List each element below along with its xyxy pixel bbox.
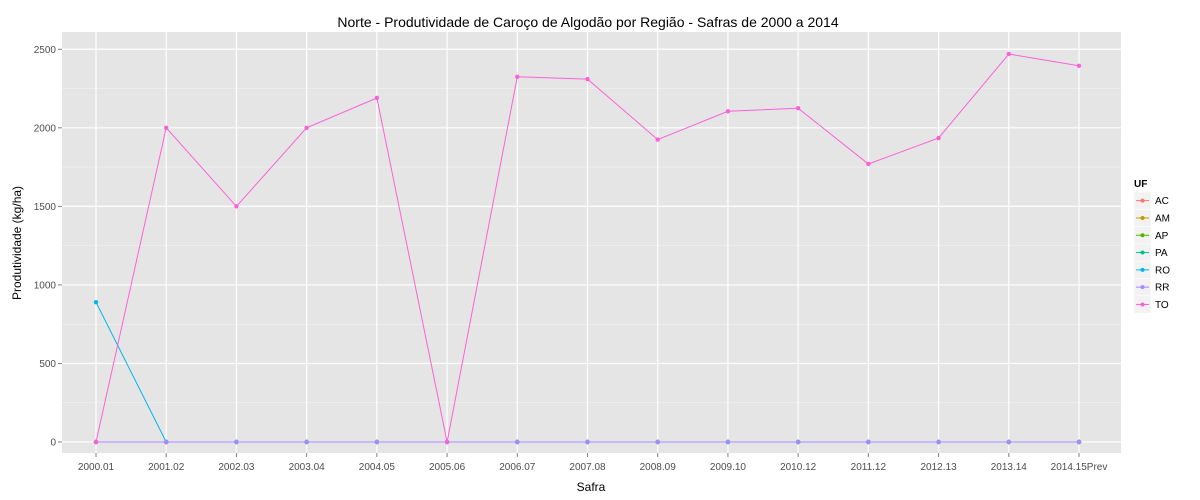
y-tick-label: 0 <box>50 438 56 449</box>
legend-key-point <box>1140 198 1145 203</box>
x-tick-label: 2003.04 <box>289 462 326 473</box>
data-point-to <box>444 439 450 445</box>
data-point-to <box>515 74 520 79</box>
series-group <box>93 51 1082 445</box>
data-point-rr <box>585 439 590 445</box>
x-tick-label: 2002.03 <box>218 462 255 473</box>
data-point-to <box>374 95 380 101</box>
legend-key-point <box>1140 233 1145 238</box>
data-point-to <box>795 105 801 111</box>
legend-key-point <box>1140 267 1145 272</box>
y-tick-label: 1500 <box>34 202 57 213</box>
data-point-to <box>1006 51 1011 57</box>
plot-panel <box>62 32 1121 453</box>
legend-label-am: AM <box>1155 213 1170 224</box>
x-tick-label: 2006.07 <box>499 462 536 473</box>
x-tick-label: 2005.06 <box>429 462 466 473</box>
legend-label-to: TO <box>1155 300 1169 311</box>
x-tick-label: 2013.14 <box>991 462 1028 473</box>
legend-key-point <box>1140 215 1145 220</box>
legend-label-rr: RR <box>1155 283 1169 294</box>
data-point-rr <box>936 439 941 445</box>
x-tick-label: 2009.10 <box>710 462 747 473</box>
data-point-rr <box>725 439 731 445</box>
data-point-rr <box>304 439 309 445</box>
data-point-rr <box>655 439 660 445</box>
data-point-to <box>93 439 99 445</box>
data-point-rr <box>234 439 239 445</box>
data-point-rr <box>164 439 169 445</box>
y-axis-title: Produtividade (kg/ha) <box>10 186 24 300</box>
chart-title: Norte - Produtividade de Caroço de Algod… <box>337 14 838 30</box>
legend-key-point <box>1140 302 1145 307</box>
legend: UF AC AM AP PA RO RR TO <box>1133 179 1170 314</box>
data-point-rr <box>795 439 801 445</box>
data-point-rr <box>1076 439 1082 445</box>
data-point-to <box>725 109 731 114</box>
data-point-to <box>866 161 871 167</box>
y-tick-label: 2500 <box>34 45 57 56</box>
minor-gridlines <box>62 88 1121 404</box>
y-axis-ticks: 0 500 1000 1500 2000 2500 <box>34 45 62 449</box>
x-tick-label: 2007.08 <box>569 462 606 473</box>
data-point-to <box>936 135 941 141</box>
x-tick-label: 2010.12 <box>780 462 817 473</box>
x-tick-label: 2008.09 <box>640 462 677 473</box>
data-point-rr <box>515 439 520 445</box>
data-point-to <box>234 204 239 209</box>
y-tick-label: 2000 <box>34 123 57 134</box>
data-point-to <box>164 125 169 131</box>
x-tick-label: 2014.15Prev <box>1051 462 1108 473</box>
legend-label-pa: PA <box>1155 248 1168 259</box>
legend-label-ro: RO <box>1155 265 1170 276</box>
x-tick-label: 2004.05 <box>359 462 396 473</box>
data-point-rr <box>1006 439 1011 445</box>
y-tick-label: 500 <box>39 359 56 370</box>
data-point-to <box>585 76 590 82</box>
x-axis-ticks: 2000.01 2001.02 2002.03 2003.04 2004.05 2005.… <box>78 453 1107 473</box>
data-point-ro <box>93 299 99 305</box>
x-tick-label: 2011.12 <box>851 462 887 473</box>
x-axis-title: Safra <box>577 480 606 494</box>
legend-key-point <box>1140 285 1145 290</box>
y-tick-label: 1000 <box>34 280 57 291</box>
data-point-rr <box>374 439 380 445</box>
legend-key-point <box>1140 250 1145 255</box>
data-point-to <box>304 125 309 131</box>
legend-title: UF <box>1134 179 1147 190</box>
data-point-to <box>1076 63 1082 68</box>
data-point-rr <box>866 439 871 445</box>
data-point-to <box>655 137 660 142</box>
legend-label-ac: AC <box>1155 196 1169 207</box>
x-tick-label: 2000.01 <box>78 462 115 473</box>
x-tick-label: 2012.13 <box>920 462 957 473</box>
legend-label-ap: AP <box>1155 231 1169 242</box>
x-tick-label: 2001.02 <box>148 462 185 473</box>
